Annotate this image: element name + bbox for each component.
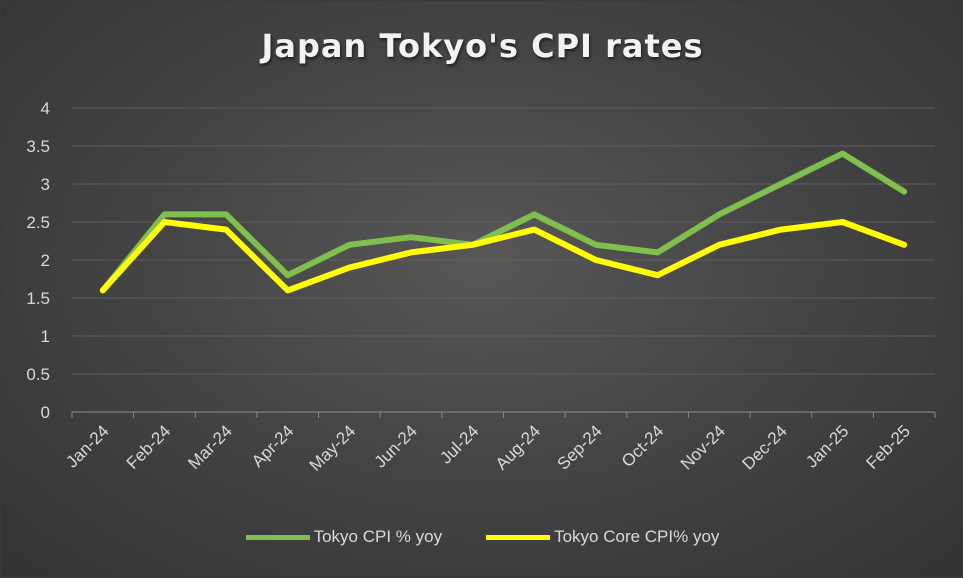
series-lines <box>99 150 908 294</box>
legend-item-core-cpi[interactable]: Tokyo Core CPI% yoy <box>486 527 719 547</box>
series-line-0[interactable] <box>99 150 908 294</box>
x-tick-label: Jan-24 <box>62 421 112 471</box>
series-line-1[interactable] <box>99 219 908 294</box>
y-tick-label: 1 <box>41 327 50 346</box>
x-tick-label: Mar-24 <box>184 421 236 473</box>
gridlines <box>71 107 936 418</box>
x-tick-label: Feb-25 <box>862 421 914 473</box>
x-tick-label: Aug-24 <box>492 421 544 473</box>
y-tick-label: 2.5 <box>26 213 50 232</box>
y-tick-label: 3.5 <box>26 137 50 156</box>
x-tick-label: May-24 <box>306 421 360 475</box>
legend: Tokyo CPI % yoy Tokyo Core CPI% yoy <box>1 527 963 547</box>
legend-item-cpi[interactable]: Tokyo CPI % yoy <box>245 527 443 547</box>
x-axis-ticks: Jan-24 Feb-24 Mar-24 Apr-24 May-24 Jun-24 Jul-… <box>62 421 914 475</box>
x-tick-label: Apr-24 <box>248 421 298 471</box>
legend-label-cpi: Tokyo CPI % yoy <box>313 527 443 546</box>
y-tick-label: 2 <box>41 251 50 270</box>
y-tick-label: 0.5 <box>26 365 50 384</box>
x-tick-label: Oct-24 <box>618 421 668 471</box>
x-tick-label: Jan-25 <box>802 421 852 471</box>
chart-title: Japan Tokyo's CPI rates <box>261 27 704 65</box>
legend-swatch-core-cpi <box>486 534 551 540</box>
x-tick-label: Jun-24 <box>371 421 421 471</box>
x-tick-label: Feb-24 <box>123 421 175 473</box>
legend-label-core-cpi: Tokyo Core CPI% yoy <box>554 527 720 546</box>
y-tick-label: 0 <box>41 403 50 422</box>
y-tick-label: 3 <box>41 175 50 194</box>
y-tick-label: 4 <box>41 99 50 118</box>
x-tick-label: Sep-24 <box>554 421 606 473</box>
y-axis-ticks: 0 0.5 1 1.5 2 2.5 3 3.5 4 <box>26 99 50 422</box>
legend-swatch-cpi <box>245 534 310 540</box>
x-tick-label: Nov-24 <box>677 421 729 473</box>
y-tick-label: 1.5 <box>26 289 50 308</box>
x-tick-label: Dec-24 <box>739 421 791 473</box>
x-tick-label: Jul-24 <box>436 421 482 467</box>
